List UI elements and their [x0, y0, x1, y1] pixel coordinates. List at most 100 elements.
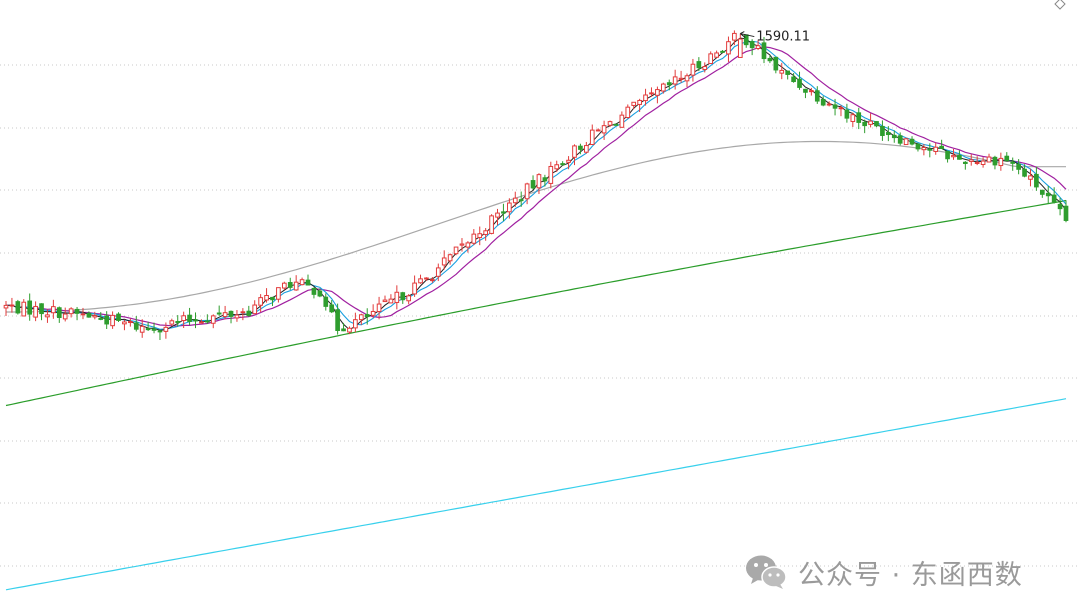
candle-down	[116, 313, 121, 321]
candle-up	[234, 314, 240, 319]
candle-up	[394, 291, 400, 303]
candle-down	[992, 156, 998, 166]
candle-up	[264, 295, 269, 301]
candle-up	[637, 99, 642, 105]
candle-up	[512, 197, 518, 204]
candle-down	[74, 308, 80, 314]
candle-down	[891, 134, 897, 139]
candle-up	[252, 304, 258, 315]
candle-down	[791, 76, 796, 83]
candle-up	[524, 183, 530, 200]
candle-down	[696, 61, 702, 69]
diamond-icon[interactable]	[1054, 0, 1066, 10]
candle-down	[98, 317, 104, 320]
candle-down	[761, 42, 767, 60]
candle-down	[175, 320, 181, 323]
candle-up	[968, 159, 974, 162]
candle-down	[1063, 205, 1069, 221]
candle-up	[281, 282, 287, 289]
candle-down	[400, 292, 406, 301]
candle-down	[335, 309, 340, 332]
candle-up	[424, 277, 429, 280]
candle-up	[122, 321, 127, 325]
candle-down	[856, 112, 862, 123]
candle-up	[68, 308, 74, 315]
candle-down	[844, 109, 850, 119]
candle-up	[726, 41, 731, 55]
peak-annotation: 1590.11	[739, 30, 810, 45]
candle-up	[649, 92, 654, 95]
candle-down	[814, 90, 820, 102]
candle-down	[613, 123, 619, 126]
candle-up	[974, 161, 980, 164]
candle-up	[619, 114, 625, 128]
candle-up	[589, 129, 595, 146]
candle-down	[897, 135, 903, 144]
candle-down	[1016, 163, 1021, 170]
candle-up	[702, 66, 708, 70]
candle-up	[868, 120, 873, 125]
chart-grid	[0, 64, 1080, 567]
candle-up	[62, 313, 68, 320]
candle-down	[287, 282, 293, 288]
candle-up	[418, 278, 423, 284]
candle-up	[382, 299, 388, 303]
candle-up	[986, 156, 992, 163]
candle-up	[583, 145, 589, 153]
candle-down	[157, 330, 163, 333]
candle-up	[554, 164, 560, 170]
candle-down	[86, 312, 92, 318]
candle-down	[329, 304, 335, 313]
candle-up	[951, 154, 956, 158]
candle-down	[767, 57, 773, 62]
candle-up	[412, 282, 417, 295]
candle-up	[495, 212, 500, 218]
candle-up	[660, 83, 666, 92]
candle-down	[560, 163, 565, 166]
candle-up	[998, 157, 1004, 167]
candle-up	[483, 230, 489, 235]
candle-up	[732, 32, 737, 41]
candle-down	[187, 314, 192, 322]
candle-up	[299, 279, 305, 286]
candle-up	[672, 76, 678, 85]
candle-up	[376, 303, 382, 312]
candle-up	[507, 202, 512, 213]
candle-up	[80, 313, 86, 316]
candle-up	[1028, 175, 1033, 180]
candle-down	[270, 296, 275, 301]
candle-down	[832, 104, 838, 109]
candle-down	[1045, 192, 1051, 197]
candle-up	[980, 160, 986, 165]
candle-down	[317, 290, 323, 297]
candle-down	[341, 328, 346, 332]
candle-up	[809, 90, 814, 93]
candle-up	[850, 114, 856, 122]
candle-up	[737, 38, 743, 58]
candle-up	[441, 257, 447, 266]
candle-up	[388, 298, 394, 304]
candle-down	[1057, 203, 1063, 210]
candle-up	[222, 312, 228, 318]
candle-up	[826, 103, 832, 106]
candle-up	[199, 321, 204, 324]
candle-down	[962, 161, 968, 164]
candle-up	[128, 321, 133, 324]
candle-up	[607, 121, 613, 126]
candle-up	[406, 295, 412, 302]
candle-down	[145, 328, 151, 331]
candle-down	[246, 310, 252, 316]
candle-up	[21, 301, 27, 317]
candle-up	[163, 326, 169, 332]
candle-up	[601, 125, 607, 134]
candle-down	[743, 34, 749, 46]
candle-down	[803, 88, 808, 93]
candle-up	[358, 314, 364, 321]
candle-up	[139, 325, 145, 333]
candle-down	[915, 143, 921, 150]
candle-up	[572, 145, 577, 158]
watermark-text: 公众号 · 东函西数	[798, 559, 1023, 591]
ma-120-line	[5, 199, 1067, 407]
candle-down	[104, 315, 110, 325]
